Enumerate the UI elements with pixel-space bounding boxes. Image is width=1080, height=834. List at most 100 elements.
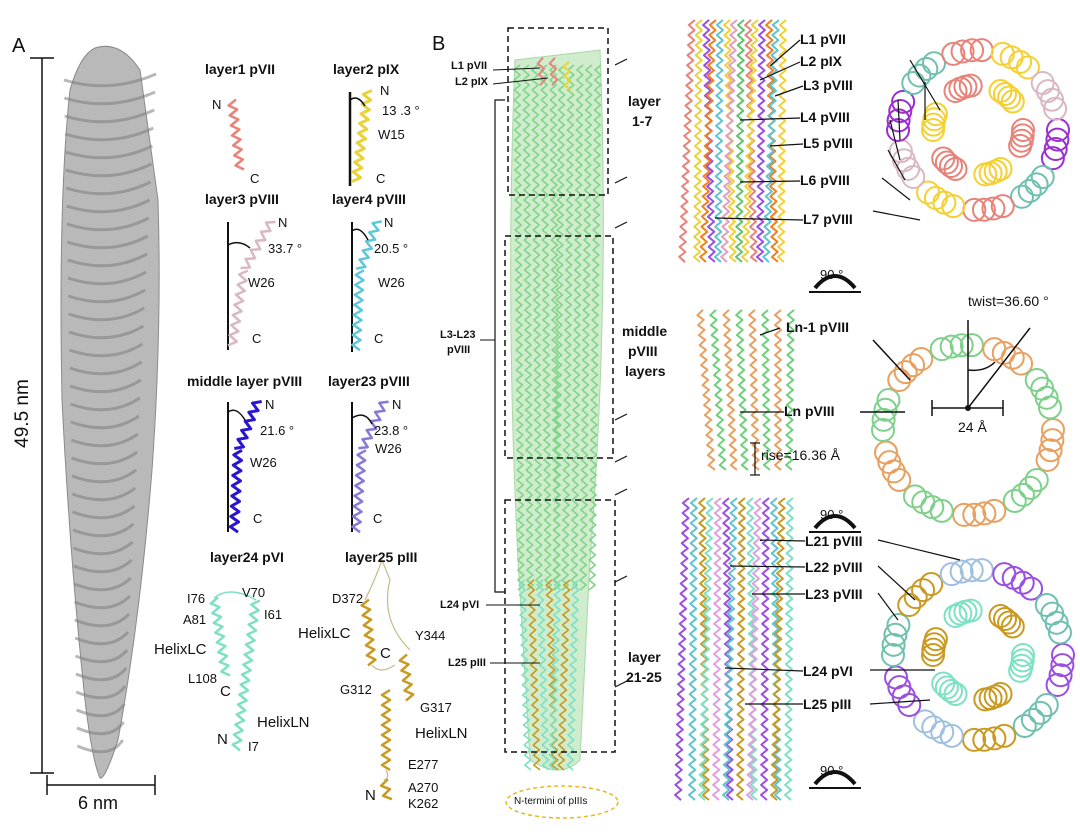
density-groove xyxy=(68,342,144,358)
side-helix xyxy=(746,497,758,801)
leader-line xyxy=(877,539,961,561)
side-helix xyxy=(722,309,738,471)
side-helix xyxy=(770,497,782,801)
side-helix xyxy=(760,497,770,801)
n-terminus: N xyxy=(212,97,222,112)
helix-ring xyxy=(1010,482,1035,507)
pviii-helix xyxy=(234,400,262,450)
helix-ring xyxy=(907,63,932,88)
angle-arc xyxy=(227,241,251,249)
leader-line xyxy=(724,667,804,672)
pvii-helix xyxy=(548,57,559,86)
side-helix xyxy=(746,497,762,801)
residue-label: W26 xyxy=(250,455,277,470)
density-groove xyxy=(67,252,148,268)
residue-label: I7 xyxy=(248,739,259,754)
helix-ring xyxy=(902,484,927,509)
side-helix xyxy=(693,19,703,263)
subunit-title: middle layer pVIII xyxy=(187,373,303,389)
helix-ring xyxy=(1008,658,1033,683)
tick-mark xyxy=(614,575,628,583)
helix-ring xyxy=(1044,610,1069,635)
side-helix xyxy=(785,309,795,471)
n-terminus: N xyxy=(392,397,402,412)
layer-label: L2 pIX xyxy=(455,76,489,88)
residue-label: E277 xyxy=(408,757,439,772)
helix-ring xyxy=(934,150,959,175)
layer-label: L25 pIII xyxy=(448,657,486,669)
c-terminus: C xyxy=(253,511,263,526)
helix-ring xyxy=(932,190,957,215)
side-helix xyxy=(702,19,716,263)
leader-line xyxy=(774,85,804,97)
layer-label: L2 pIX xyxy=(800,53,843,69)
pviii-helix xyxy=(358,400,389,450)
helix-ring xyxy=(1002,488,1027,513)
n-terminus: N xyxy=(217,731,228,748)
side-helix xyxy=(784,497,794,801)
helix-ring xyxy=(1045,672,1070,697)
n-terminus: N xyxy=(384,215,394,230)
leader-line xyxy=(889,119,901,161)
helix-ring xyxy=(973,162,998,187)
density-groove xyxy=(76,721,125,736)
tip-helix xyxy=(518,579,532,771)
layer-label: L25 pIII xyxy=(803,696,852,712)
n-terminus: N xyxy=(365,787,376,804)
rotation-label: 90 ° xyxy=(820,267,844,282)
side-helix xyxy=(765,19,779,263)
helix-ring xyxy=(886,118,910,142)
c-terminus: C xyxy=(373,511,383,526)
layer-label: Ln-1 pVIII xyxy=(786,319,849,335)
helix-ring xyxy=(1017,179,1042,204)
panel-b-letter: B xyxy=(432,33,446,55)
layer-label: L1 pVII xyxy=(800,31,846,47)
layer-label: L3 pVIII xyxy=(803,77,853,93)
subunit-title: layer23 pVIII xyxy=(328,373,410,389)
density-groove xyxy=(75,685,127,700)
side-helix xyxy=(722,497,738,801)
tilt-angle: 33.7 ° xyxy=(268,241,303,256)
pviii-helix xyxy=(588,64,602,591)
helix-ring xyxy=(1020,707,1045,732)
tick-mark xyxy=(614,221,628,229)
helix-ring xyxy=(873,397,898,422)
helix-ring xyxy=(1043,96,1068,121)
angle-arc xyxy=(349,97,366,107)
density-groove xyxy=(72,540,134,556)
tip-helix xyxy=(527,579,541,771)
helix-ring xyxy=(1034,385,1059,410)
residue-label: A270 xyxy=(408,780,439,795)
box-label: middle xyxy=(622,323,668,339)
helix-ring xyxy=(1048,663,1073,688)
layer-label: L6 pVIII xyxy=(800,172,850,188)
helix-ring xyxy=(886,613,911,638)
helix-ring xyxy=(876,388,901,413)
layer-label: L4 pVIII xyxy=(800,109,850,125)
twist-label: twist=36.60 ° xyxy=(968,293,1049,309)
helix-ring xyxy=(958,598,983,623)
piii-helix xyxy=(379,778,393,801)
leader-line xyxy=(769,39,801,67)
helix-ring xyxy=(923,186,948,211)
angle-arc xyxy=(351,414,373,425)
tick-mark xyxy=(614,680,628,688)
layer-label: L22 pVIII xyxy=(805,559,863,575)
density-groove xyxy=(70,414,140,430)
side-helix xyxy=(712,497,722,801)
helix-ring xyxy=(1030,165,1055,190)
helix-ring xyxy=(1024,172,1049,197)
helix-ring xyxy=(1010,184,1035,209)
pvii-helix xyxy=(227,98,245,171)
side-helix xyxy=(762,19,780,263)
leader-line xyxy=(877,592,899,621)
residue-label: K262 xyxy=(408,796,439,811)
side-helix xyxy=(709,309,727,471)
helix-ring xyxy=(959,558,984,583)
tip-helix xyxy=(557,579,571,771)
helix-ring xyxy=(881,643,905,667)
leader-line xyxy=(897,99,901,141)
helix-ring xyxy=(1047,620,1072,645)
residue-label: W26 xyxy=(248,275,275,290)
side-helix xyxy=(744,19,758,263)
